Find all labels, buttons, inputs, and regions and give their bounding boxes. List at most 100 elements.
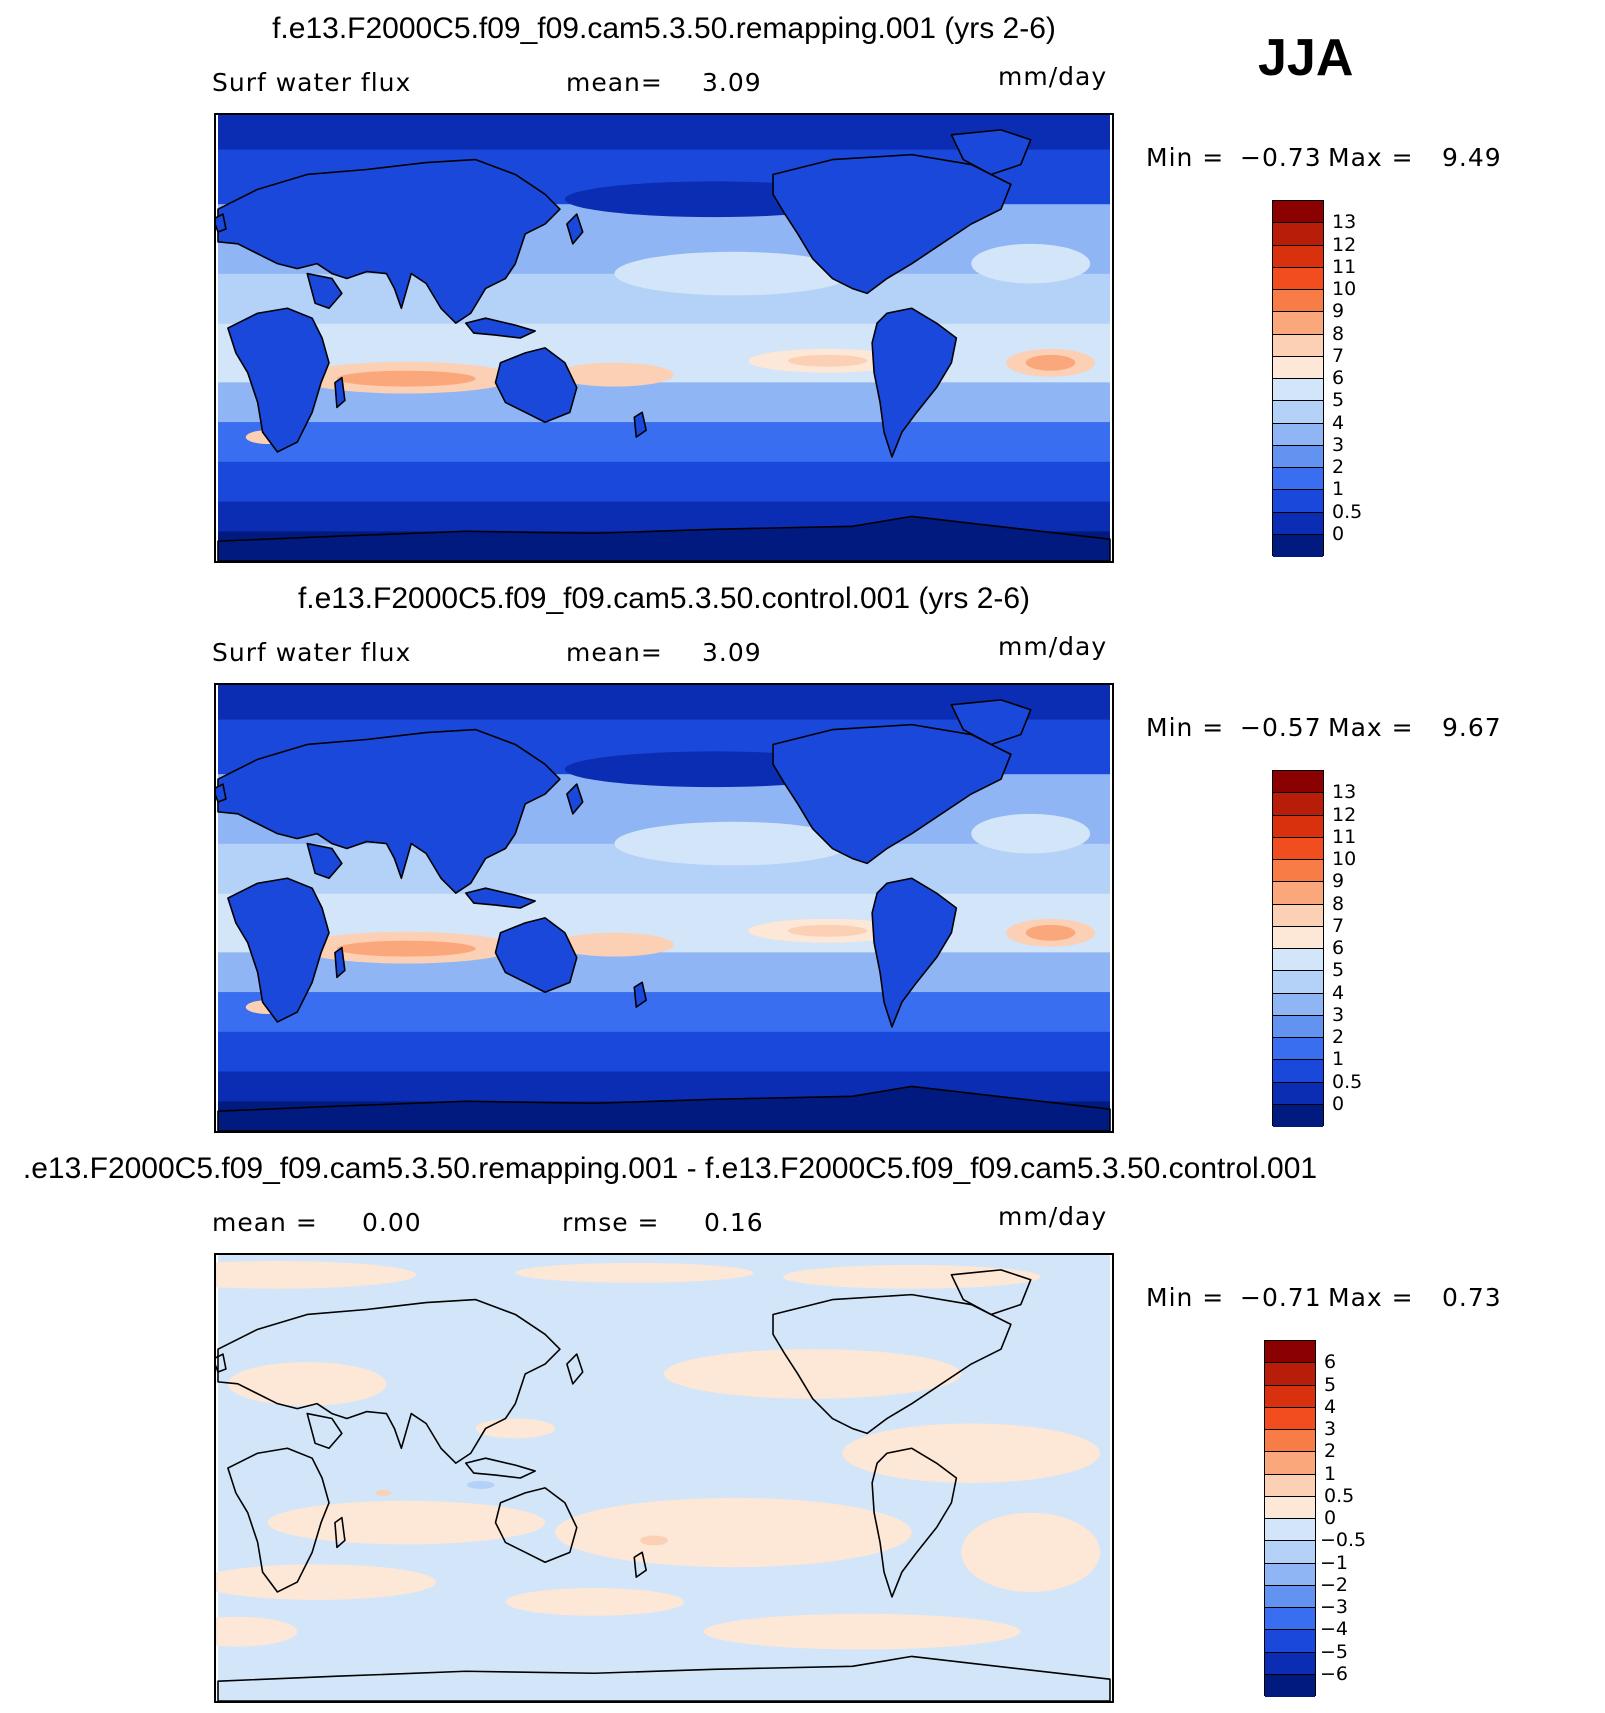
panel-2-variable: Surf water flux	[212, 638, 412, 667]
panel-1-max-value: 9.49	[1442, 143, 1502, 172]
panel-2-mean-value: 3.09	[702, 638, 762, 667]
coastline-north-america	[772, 723, 1012, 865]
colorbar-segment	[1273, 793, 1323, 816]
panel-2-map	[214, 683, 1114, 1133]
contour-warm-region	[216, 1260, 417, 1289]
colorbar-tick-label: 6	[1332, 367, 1345, 389]
coastline-uk	[216, 213, 227, 233]
colorbar-segment	[1273, 1060, 1323, 1083]
colorbar-segment	[1273, 1104, 1323, 1127]
colorbar-segment	[1273, 882, 1323, 905]
coastline-australia	[494, 1487, 578, 1564]
contour-warm-region	[961, 1512, 1101, 1592]
panel-2-max-value: 9.67	[1442, 713, 1502, 742]
colorbar-segment	[1273, 201, 1323, 224]
contour-warm-region	[554, 362, 674, 387]
colorbar-tick-label: −3	[1320, 1596, 1349, 1618]
colorbar-tick-label: −5	[1320, 1640, 1349, 1663]
panel-2-max-label: Max =	[1328, 713, 1414, 742]
coastline-japan	[566, 1353, 584, 1385]
coastline-north-america	[772, 1293, 1012, 1435]
panel-1-colorbar	[1272, 200, 1324, 557]
contour-band	[218, 461, 1110, 502]
colorbar-segment	[1273, 356, 1323, 379]
colorbar-tick-label: 12	[1332, 233, 1357, 256]
contour-warm-region	[515, 1262, 754, 1283]
coastline-indonesia	[464, 1457, 536, 1479]
colorbar-tick-label: 0	[1332, 522, 1345, 545]
colorbar-segment	[1273, 445, 1323, 468]
panel-3-min-value: −0.71	[1240, 1283, 1322, 1312]
contour-pale-region	[971, 813, 1091, 854]
panel-2-title: f.e13.F2000C5.f09_f09.cam5.3.50.control.…	[297, 582, 1031, 615]
colorbar-segment	[1265, 1452, 1315, 1475]
contour-band	[218, 992, 1110, 1032]
colorbar-tick-label: 4	[1324, 1395, 1337, 1418]
contour-warm-region	[475, 1418, 555, 1439]
colorbar-segment	[1265, 1630, 1315, 1653]
colorbar-tick-label: 1	[1332, 1048, 1345, 1071]
contour-warm-region	[664, 1349, 962, 1399]
map-svg-3	[216, 1255, 1111, 1701]
coastline-madagascar	[334, 1516, 346, 1549]
coastline-arabia	[306, 842, 343, 880]
panel-1-max-label: Max =	[1328, 143, 1414, 172]
panel-1-min-label: Min =	[1146, 143, 1225, 172]
colorbar-segment	[1273, 837, 1323, 860]
coastline-eurasia	[217, 728, 561, 894]
colorbar-segment	[1273, 379, 1323, 402]
contour-hot-region	[1025, 924, 1076, 941]
colorbar-segment	[1265, 1519, 1315, 1542]
colorbar-segment	[1273, 468, 1323, 491]
colorbar-tick-label: −6	[1320, 1662, 1349, 1685]
colorbar-tick-label: 3	[1332, 433, 1345, 456]
colorbar-tick-label: 2	[1332, 456, 1345, 478]
colorbar-tick-label: 13	[1332, 211, 1357, 234]
colorbar-segment	[1273, 401, 1323, 424]
panel-1-mean-label: mean=	[566, 68, 663, 97]
colorbar-segment	[1265, 1474, 1315, 1497]
colorbar-segment	[1273, 1082, 1323, 1105]
map-svg-1	[216, 115, 1111, 561]
colorbar-tick-label: 3	[1332, 1003, 1345, 1026]
colorbar-tick-label: 8	[1332, 892, 1345, 915]
colorbar-segment	[1265, 1407, 1315, 1430]
colorbar-tick-label: −1	[1320, 1551, 1349, 1574]
contour-warm-region	[216, 1616, 298, 1647]
colorbar-segment	[1273, 512, 1323, 535]
panel-3-rmse-label: rmse =	[562, 1208, 660, 1237]
coastline-africa	[227, 1447, 330, 1593]
colorbar-segment	[1273, 904, 1323, 927]
coastline-eurasia	[217, 1298, 561, 1464]
coastline-australia	[494, 917, 578, 994]
colorbar-segment	[1273, 949, 1323, 972]
panel-1-min-value: −0.73	[1240, 143, 1322, 172]
contour-warm-region	[216, 1564, 437, 1600]
coastline-japan	[566, 213, 584, 245]
colorbar-tick-label: 0	[1324, 1507, 1337, 1529]
contour-warm-region	[782, 1264, 1041, 1289]
contour-band	[218, 422, 1110, 462]
panel-2-min-value: −0.57	[1240, 713, 1322, 742]
contour-warm-region	[787, 924, 868, 937]
coastline-eurasia	[217, 158, 561, 324]
contour-cool-region	[466, 1480, 495, 1489]
contour-warm-region	[554, 932, 674, 957]
contour-band	[218, 1031, 1110, 1072]
panel-3-mean-value: 0.00	[362, 1208, 422, 1237]
contour-warm-region	[554, 1497, 912, 1568]
colorbar-segment	[1273, 860, 1323, 883]
colorbar-tick-label: 1	[1324, 1462, 1337, 1485]
colorbar-segment	[1273, 771, 1323, 794]
colorbar-segment	[1273, 926, 1323, 949]
colorbar-segment	[1265, 1585, 1315, 1608]
coastline-africa	[227, 877, 330, 1023]
panel-2-colorbar	[1272, 770, 1324, 1127]
colorbar-segment	[1265, 1430, 1315, 1453]
coastline-australia	[494, 347, 578, 424]
coastline-japan	[566, 783, 584, 815]
colorbar-tick-label: 2	[1332, 1026, 1345, 1048]
panel-1-variable: Surf water flux	[212, 68, 412, 97]
season-label: JJA	[1258, 29, 1354, 87]
colorbar-tick-label: 5	[1324, 1373, 1337, 1396]
